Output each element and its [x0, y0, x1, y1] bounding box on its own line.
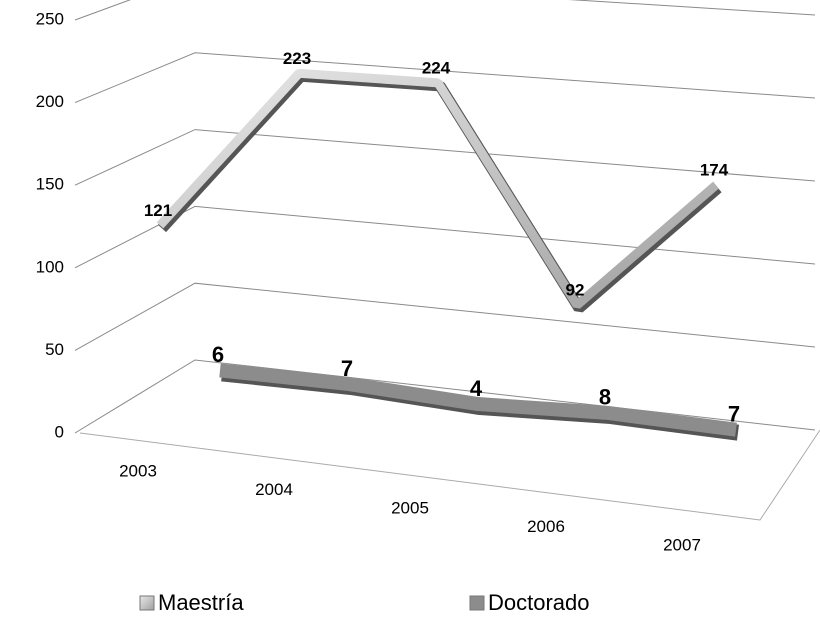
grid-line [74, 0, 816, 21]
x-tick-label: 2006 [527, 517, 565, 536]
data-label: 4 [470, 376, 483, 401]
x-tick-label: 2003 [119, 461, 157, 480]
y-tick-label: 250 [36, 9, 64, 28]
grid-line [74, 282, 816, 351]
legend: Maestría Doctorado [139, 590, 590, 615]
data-label: 7 [728, 402, 740, 427]
series-line [219, 363, 737, 437]
y-tick-label: 0 [55, 422, 64, 441]
x-tick-label: 2004 [255, 480, 293, 499]
data-label: 92 [566, 281, 585, 300]
data-label: 174 [700, 161, 729, 180]
y-tick-label: 200 [36, 92, 64, 111]
legend-swatch [469, 595, 485, 611]
legend-swatch [139, 595, 155, 611]
series-line [156, 68, 719, 309]
data-label: 223 [283, 49, 311, 68]
data-label: 7 [341, 356, 353, 381]
legend-label: Doctorado [488, 590, 590, 615]
grid-line [74, 205, 816, 269]
y-tick-label: 50 [45, 340, 64, 359]
floor-edge [79, 429, 820, 521]
series-shadow [157, 70, 722, 313]
data-label: 224 [422, 58, 451, 77]
x-tick-label: 2005 [391, 498, 429, 517]
y-tick-label: 150 [36, 175, 64, 194]
x-tick-label: 2007 [663, 535, 701, 554]
grid-line [74, 129, 816, 186]
data-label: 8 [599, 385, 611, 410]
data-label: 121 [144, 201, 172, 220]
grid-line [74, 52, 816, 104]
data-label: 6 [212, 342, 224, 367]
legend-label: Maestría [158, 590, 244, 615]
y-tick-label: 100 [36, 257, 64, 276]
